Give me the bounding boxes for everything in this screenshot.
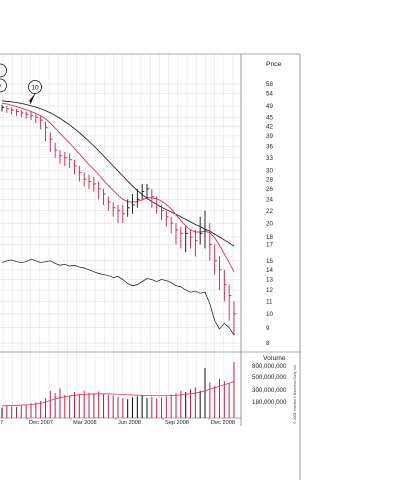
- price-bar: [16, 108, 19, 116]
- date-tick-label: 7: [0, 420, 3, 426]
- price-tick-label: 15: [266, 258, 273, 265]
- annotation-9: 9: [0, 63, 7, 93]
- price-bar: [88, 174, 92, 189]
- price-tick-label: 24: [266, 197, 273, 204]
- price-bar: [165, 210, 169, 227]
- price-bar: [127, 199, 130, 217]
- price-tick-label: 18: [266, 234, 273, 241]
- price-bar: [54, 142, 58, 158]
- price-bar: [83, 172, 87, 187]
- price-bar: [11, 107, 14, 115]
- annotation-9-label: 9: [0, 83, 1, 90]
- price-tick-label: 12: [266, 287, 273, 294]
- price-bar: [199, 216, 203, 245]
- price-bar: [49, 132, 53, 152]
- price-tick-label: 20: [266, 220, 273, 227]
- price-bar: [156, 196, 159, 214]
- copyright-text: © 2008 Investor's Business Daily, Inc.: [293, 364, 297, 424]
- price-bar: [136, 188, 140, 208]
- price-tick-label: 11: [266, 299, 273, 306]
- price-bar: [175, 223, 179, 245]
- price-bar: [112, 202, 116, 217]
- price-bar: [170, 216, 174, 234]
- date-tick-label: Mar 2008: [73, 420, 97, 426]
- price-tick-label: 9: [266, 325, 270, 332]
- volume-axis-title: Volume: [263, 355, 286, 362]
- price-bar: [25, 111, 29, 119]
- price-bar: [223, 269, 227, 302]
- volume-tick-label: 500,000,000: [252, 374, 287, 381]
- price-bar: [151, 188, 155, 208]
- price-bar: [103, 188, 106, 205]
- price-tick-label: 54: [266, 91, 273, 98]
- price-bar: [74, 159, 77, 175]
- price-axis-title: Price: [266, 61, 282, 68]
- price-bar: [64, 151, 68, 166]
- price-bar: [20, 110, 24, 118]
- volume-moving-average-line: [1, 381, 235, 407]
- price-bar: [161, 204, 164, 220]
- date-tick-label: Sep 2008: [165, 420, 189, 426]
- price-bar: [132, 194, 135, 214]
- chart-frame: 7 Dec 2007 Mar 2008 Jun 2008 Sep 2008 Dec 200…: [0, 53, 301, 480]
- price-bar: [30, 111, 34, 121]
- price-bar: [233, 301, 237, 336]
- price-tick-label: 36: [266, 144, 273, 151]
- date-tick-label: Dec 2008: [211, 420, 235, 426]
- annotation-10-label: 10: [31, 85, 39, 92]
- moving-average-40-line: [1, 100, 235, 247]
- price-bar: [219, 256, 222, 290]
- price-tick-label: 26: [266, 186, 273, 193]
- price-bar: [35, 114, 39, 124]
- price-tick-label: 17: [266, 242, 273, 249]
- volume-tick-label: 800,000,000: [252, 363, 287, 370]
- grid: [0, 54, 241, 418]
- price-tick-label: 33: [266, 155, 273, 162]
- price-tick-label: 42: [266, 123, 273, 130]
- price-bar: [117, 204, 121, 224]
- price-bar: [209, 223, 213, 261]
- price-bar: [122, 204, 126, 224]
- price-bar: [40, 115, 43, 130]
- relative-strength-line: [1, 258, 235, 336]
- price-tick-label: 45: [266, 114, 273, 121]
- price-bar: [190, 229, 193, 249]
- price-bar: [59, 150, 63, 164]
- price-bar: [214, 244, 217, 275]
- price-tick-label: 28: [266, 176, 273, 183]
- price-tick-label: 30: [266, 167, 273, 174]
- price-bar: [45, 121, 48, 142]
- price-bar: [107, 196, 111, 211]
- price-bar: [6, 106, 10, 113]
- price-tick-label: 58: [266, 81, 273, 88]
- price-bar: [93, 176, 97, 192]
- volume-panel: 800,000,000 500,000,000 300,000,000 180,000…: [1, 362, 287, 418]
- volume-tick-label: 180,000,000: [252, 399, 287, 406]
- price-tick-label: 39: [266, 133, 273, 140]
- price-bar: [78, 165, 82, 182]
- price-bar: [69, 153, 72, 169]
- price-bar: [180, 226, 184, 249]
- price-bar: [185, 226, 188, 253]
- price-tick-label: 22: [266, 208, 273, 215]
- price-bar: [204, 210, 208, 249]
- price-bar: [98, 181, 101, 200]
- price-bar: [146, 183, 150, 200]
- date-tick-label: Dec 2007: [29, 420, 53, 426]
- price-bar: [1, 104, 5, 112]
- price-bar: [194, 229, 198, 257]
- price-tick-label: 8: [266, 340, 270, 347]
- price-tick-label: 14: [266, 267, 273, 274]
- price-tick-label: 49: [266, 103, 273, 110]
- price-tick-label: 10: [266, 311, 273, 318]
- annotation-10: 10: [28, 80, 42, 105]
- price-tick-label: 13: [266, 277, 273, 284]
- volume-tick-label: 300,000,000: [252, 387, 287, 394]
- price-bar: [141, 183, 145, 200]
- price-bar: [228, 284, 232, 321]
- date-tick-label: Jun 2008: [118, 420, 141, 426]
